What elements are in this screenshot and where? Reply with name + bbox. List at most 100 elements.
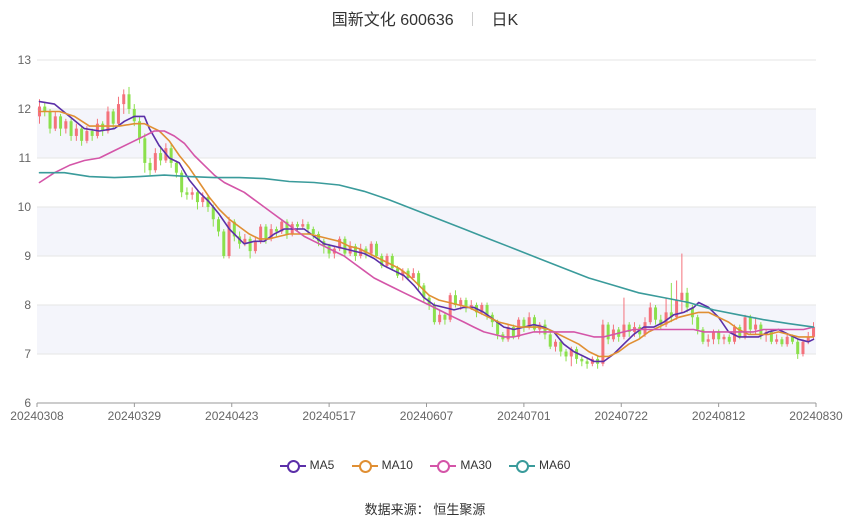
candle-body [422, 285, 426, 298]
candle-body [90, 131, 94, 136]
candle-body [385, 256, 389, 266]
candle-body [248, 238, 252, 252]
y-tick-label: 6 [24, 396, 31, 410]
candle-body [222, 231, 226, 256]
candle-body [743, 317, 747, 337]
y-tick-label: 9 [24, 249, 31, 263]
candle-body [148, 162, 152, 171]
candle-body [269, 229, 273, 239]
candle-body [64, 121, 68, 129]
candle-body [74, 128, 78, 136]
candle-body [659, 319, 663, 325]
source-label: 数据来源： [364, 502, 430, 517]
stock-name: 国新文化 600636 [331, 12, 454, 29]
candle-body [601, 324, 605, 364]
candle-body [438, 314, 442, 323]
candle-body [369, 243, 373, 254]
x-tick-label: 20240830 [789, 409, 843, 423]
candle-body [480, 305, 484, 313]
source-value: 恒生聚源 [433, 502, 486, 517]
candle-body [459, 300, 463, 305]
candle-body [627, 324, 631, 332]
candle-body [390, 256, 394, 269]
candle-body [80, 128, 84, 141]
candle-body [564, 351, 568, 357]
legend-marker-ma10 [351, 459, 378, 473]
candle-body [575, 349, 579, 359]
candle-body [806, 336, 810, 342]
x-tick-label: 20240607 [400, 409, 454, 423]
candle-body [606, 324, 610, 340]
x-tick-label: 20240812 [692, 409, 746, 423]
candle-body [785, 336, 789, 345]
candle-body [796, 341, 800, 354]
ma-line-ma10 [38, 110, 815, 358]
legend-marker-ma30 [430, 459, 457, 473]
candle-body [443, 314, 447, 320]
candle-body [217, 219, 221, 232]
candle-body [711, 331, 715, 340]
candle-body [253, 241, 257, 252]
candle-body [401, 270, 405, 276]
candle-body [243, 238, 247, 244]
candle-body [696, 317, 700, 330]
candle-body [812, 327, 816, 337]
candle-body [159, 153, 163, 161]
candle-body [448, 295, 452, 320]
candle-body [690, 307, 694, 318]
candle-body [453, 295, 457, 305]
legend-label-ma60: MA60 [539, 458, 571, 472]
candle-body [169, 148, 173, 163]
candle-body [527, 317, 531, 328]
candle-body [685, 292, 689, 308]
candle-body [195, 192, 199, 203]
legend-item-ma5[interactable]: MA5 [279, 458, 334, 473]
legend-item-ma10[interactable]: MA10 [351, 458, 413, 473]
legend-item-ma30[interactable]: MA30 [430, 458, 492, 473]
candle-body [569, 349, 573, 357]
y-tick-label: 13 [18, 53, 32, 67]
candle-body [111, 111, 115, 124]
candle-body [669, 312, 673, 318]
ma-line-ma60 [38, 171, 815, 328]
candle-body [664, 312, 668, 325]
candle-body [95, 123, 99, 136]
x-tick-label: 20240329 [108, 409, 162, 423]
candle-body [511, 327, 515, 337]
candle-body [59, 116, 63, 129]
candle-body [138, 121, 142, 139]
candle-body [285, 221, 289, 234]
candle-body [274, 229, 278, 232]
legend-item-ma60[interactable]: MA60 [509, 458, 571, 473]
candle-body [496, 322, 500, 335]
candle-body [101, 123, 105, 132]
chart-title: 国新文化 600636 日K [0, 6, 850, 29]
candle-body [411, 273, 415, 279]
candle-body [775, 339, 779, 342]
x-tick-label: 20240722 [595, 409, 649, 423]
candle-body [206, 197, 210, 207]
legend-label-ma30: MA30 [460, 458, 492, 472]
candle-body [306, 224, 310, 230]
candle-body [727, 336, 731, 342]
candle-body [85, 131, 89, 141]
legend-label-ma10: MA10 [381, 458, 413, 472]
candle-body [706, 339, 710, 342]
candle-body [417, 273, 421, 286]
y-tick-label: 12 [18, 102, 32, 116]
candle-body [380, 256, 384, 266]
candle-body [43, 106, 47, 112]
candle-body [338, 238, 342, 249]
title-separator [472, 12, 474, 26]
candle-body [143, 138, 147, 163]
candle-body [127, 94, 131, 109]
candle-body [311, 229, 315, 234]
candle-body [485, 305, 489, 315]
grid-band [37, 109, 816, 158]
candle-body [211, 207, 215, 220]
candle-body [769, 331, 773, 342]
candle-body [585, 361, 589, 364]
candle-body [654, 307, 658, 320]
x-tick-label: 20240701 [497, 409, 551, 423]
candlestick-chart: 6 7 8 9 10 11 12 13 20240308 20240329 20240423 2024… [10, 53, 843, 423]
